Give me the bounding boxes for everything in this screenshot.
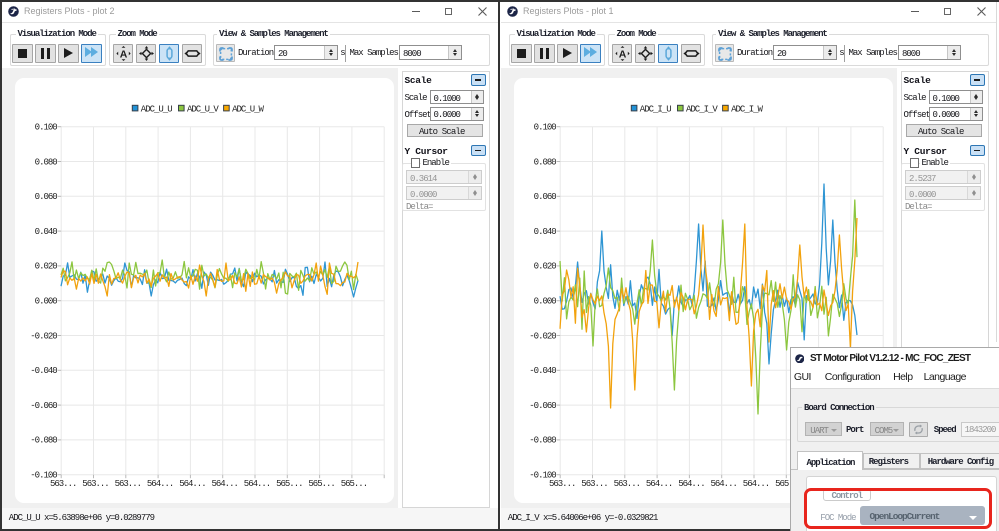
svg-text:ADC_U_V: ADC_U_V xyxy=(187,104,219,114)
svg-text:563...: 563... xyxy=(82,479,108,489)
svg-text:-0.020: -0.020 xyxy=(30,331,57,341)
svg-text:ADC_I_V: ADC_I_V xyxy=(686,104,718,114)
svg-text:A: A xyxy=(619,48,627,60)
svg-text:564...: 564... xyxy=(179,479,205,489)
svg-text:-0.100: -0.100 xyxy=(30,471,57,481)
svg-text:565...: 565... xyxy=(341,479,367,489)
svg-text:563...: 563... xyxy=(115,479,141,489)
svg-text:A: A xyxy=(120,48,128,60)
svg-text:ADC_I_U: ADC_I_U xyxy=(640,104,671,114)
svg-text:0.080: 0.080 xyxy=(534,157,557,167)
svg-text:564...: 564... xyxy=(211,479,237,489)
svg-text:ADC_U_U: ADC_U_U xyxy=(141,104,172,114)
svg-text:564...: 564... xyxy=(244,479,270,489)
svg-text:0.040: 0.040 xyxy=(534,227,557,237)
svg-text:-0.080: -0.080 xyxy=(30,436,57,446)
svg-text:-0.060: -0.060 xyxy=(529,401,556,411)
svg-text:-0.100: -0.100 xyxy=(529,471,556,481)
svg-text:0.000: 0.000 xyxy=(534,297,557,307)
svg-text:564...: 564... xyxy=(646,479,672,489)
svg-text:-0.060: -0.060 xyxy=(30,401,57,411)
svg-text:564...: 564... xyxy=(710,479,736,489)
svg-text:-0.020: -0.020 xyxy=(529,331,556,341)
svg-text:563...: 563... xyxy=(581,479,607,489)
svg-text:0.020: 0.020 xyxy=(35,262,58,272)
svg-text:563...: 563... xyxy=(50,479,76,489)
svg-text:564...: 564... xyxy=(147,479,173,489)
svg-text:564...: 564... xyxy=(743,479,769,489)
svg-text:-0.040: -0.040 xyxy=(30,366,57,376)
svg-text:563...: 563... xyxy=(614,479,640,489)
svg-text:0.000: 0.000 xyxy=(35,297,58,307)
svg-text:0.020: 0.020 xyxy=(534,262,557,272)
svg-text:563...: 563... xyxy=(549,479,575,489)
svg-text:0.100: 0.100 xyxy=(534,123,557,133)
svg-text:-0.080: -0.080 xyxy=(529,436,556,446)
svg-text:ADC_U_W: ADC_U_W xyxy=(232,104,264,114)
svg-text:-0.040: -0.040 xyxy=(529,366,556,376)
svg-text:565...: 565... xyxy=(775,479,801,489)
svg-text:565...: 565... xyxy=(308,479,334,489)
svg-text:564...: 564... xyxy=(678,479,704,489)
svg-text:0.060: 0.060 xyxy=(35,192,58,202)
svg-text:0.080: 0.080 xyxy=(35,157,58,167)
svg-text:0.040: 0.040 xyxy=(35,227,58,237)
svg-text:0.100: 0.100 xyxy=(35,123,58,133)
svg-text:565...: 565... xyxy=(276,479,302,489)
svg-text:ADC_I_W: ADC_I_W xyxy=(731,104,763,114)
svg-text:0.060: 0.060 xyxy=(534,192,557,202)
